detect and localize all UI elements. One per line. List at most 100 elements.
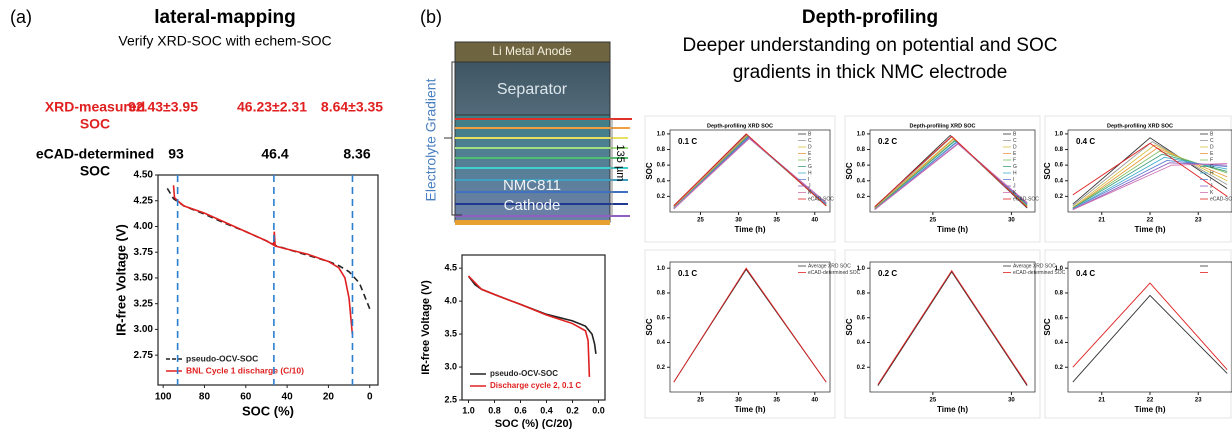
panel-title: lateral-mapping	[154, 7, 295, 28]
rate-annotation: 0.4 C	[1076, 269, 1095, 278]
x-axis-label: Time (h)	[1135, 225, 1166, 234]
y-tick-label: 0.6	[657, 163, 666, 169]
cell-diagram: Li Metal Anode Separator NMC811 Cathode …	[423, 41, 632, 225]
x-axis-label: SOC (%)	[242, 403, 294, 418]
x-tick-label: 23	[1195, 398, 1202, 404]
panel-subtitle: Deeper understanding on potential and SO…	[683, 35, 1058, 56]
y-tick-label: 4.25	[134, 195, 154, 206]
x-tick-label: 0.4	[540, 405, 553, 415]
legend-label: H	[1013, 170, 1017, 176]
y-tick-label: 2.75	[134, 350, 154, 361]
legend-label: F	[1013, 157, 1016, 163]
legend-label: pseudo-OCV-SOC	[186, 353, 258, 363]
plot-frame	[869, 129, 1036, 213]
xrd-label: XRD-measured	[45, 99, 145, 115]
x-tick-label: 30	[1008, 398, 1015, 404]
y-tick-label: 0.6	[1055, 163, 1064, 169]
card	[644, 249, 836, 419]
legend-label: B	[1210, 131, 1214, 137]
xrd-label: SOC	[80, 116, 110, 132]
card	[844, 115, 1041, 243]
series-line	[1072, 144, 1228, 208]
y-tick-label: 0.4	[857, 340, 866, 346]
y-tick-label: 1.0	[657, 131, 666, 137]
rate-annotation: 0.2 C	[878, 137, 897, 146]
series-line	[467, 275, 591, 377]
gradient-lines	[455, 118, 632, 217]
x-tick-label: 0.0	[592, 405, 605, 415]
legend-label: J	[1210, 183, 1213, 189]
xrd-value: 46.23±2.31	[237, 99, 307, 115]
x-tick-label: 21	[1098, 398, 1105, 404]
x-tick-label: 23	[1195, 218, 1202, 224]
chart: 0.2 0.4 0.6 0.8 1.0 25 30 35 40 Time (h) SOC 0.1 C A…	[645, 261, 861, 414]
plot-frame	[869, 261, 1036, 393]
y-axis-label: SOC	[645, 162, 654, 180]
y-tick-label: 1.0	[857, 131, 866, 137]
x-tick-label: 0.6	[514, 405, 527, 415]
legend-label: I	[1210, 177, 1211, 183]
legend-label: K	[1210, 190, 1214, 196]
series-line	[1072, 156, 1228, 210]
panel-title: Depth-profiling	[802, 7, 938, 28]
x-tick-label: 100	[155, 392, 172, 403]
legend-label: Average XRD SOC	[1013, 263, 1056, 269]
series-line	[1072, 163, 1228, 211]
legend-label: G	[808, 164, 812, 170]
x-tick-label: 30	[735, 218, 742, 224]
card	[1044, 249, 1232, 419]
chart-title: Depth-profiling XRD SOC	[1107, 123, 1173, 129]
x-axis-label: Time (h)	[735, 405, 766, 414]
panel-subtitle: Verify XRD-SOC with echem-SOC	[118, 33, 331, 49]
y-tick-label: 0.4	[657, 340, 666, 346]
x-tick-label: 25	[930, 218, 937, 224]
series-line	[874, 141, 1028, 211]
y-axis-label: SOC	[845, 162, 854, 180]
x-tick-label: 20	[323, 392, 335, 403]
y-tick-label: 0.8	[1055, 291, 1064, 297]
y-tick-label: 0.2	[1055, 194, 1064, 200]
legend-label: eCAD-determined SOC	[1013, 270, 1066, 276]
y-tick-label: 3.00	[134, 324, 154, 335]
x-tick-label: 1.0	[462, 405, 475, 415]
y-tick-label: 0.8	[857, 291, 866, 297]
plot-frame	[669, 261, 831, 393]
panel-subtitle: gradients in thick NMC electrode	[733, 62, 1008, 83]
legend-label: G	[1013, 164, 1017, 170]
chart: 2.75 3.00 3.25 3.50 3.75 4.00 4.25 4.50 100 80 60 4…	[113, 170, 379, 418]
x-axis-label: Time (h)	[735, 225, 766, 234]
x-axis-label: SOC (%) (C/20)	[495, 418, 573, 429]
brace	[444, 61, 462, 216]
series-line	[1072, 294, 1228, 383]
rate-annotation: 0.1 C	[678, 137, 697, 146]
series-line	[673, 137, 827, 210]
legend-label: H	[1210, 170, 1214, 176]
x-tick-label: 25	[697, 398, 704, 404]
y-tick-label: 0.6	[1055, 315, 1064, 321]
legend-label: D	[1013, 144, 1017, 150]
series-line	[877, 271, 1028, 387]
y-tick-label: 0.4	[1055, 178, 1064, 184]
ecad-label: SOC	[80, 163, 110, 179]
separator-label: Separator	[497, 81, 568, 98]
series-line	[874, 143, 1028, 211]
legend-label: C	[1013, 138, 1017, 144]
series-line	[1072, 141, 1228, 207]
y-tick-label: 0.4	[1055, 340, 1064, 346]
chart: 0.2 0.4 0.6 0.8 1.0 21 22 23 Time (h) SOC Depth-pr…	[1043, 123, 1232, 234]
legend-label: I	[1013, 177, 1014, 183]
legend-label: eCAD-SOC	[1210, 196, 1232, 202]
series-line	[877, 269, 1028, 385]
y-tick-label: 3.50	[134, 273, 154, 284]
panel-label: (b)	[420, 7, 442, 27]
y-tick-label: 3.0	[444, 361, 457, 371]
cathode-label: NMC811	[503, 177, 561, 194]
rate-annotation: 0.2 C	[878, 269, 897, 278]
y-tick-label: 0.6	[857, 315, 866, 321]
x-tick-label: 40	[811, 398, 818, 404]
y-tick-label: 0.4	[857, 178, 866, 184]
y-tick-label: 0.2	[657, 365, 666, 371]
ecad-value: 8.36	[343, 146, 370, 162]
x-tick-label: 25	[697, 218, 704, 224]
